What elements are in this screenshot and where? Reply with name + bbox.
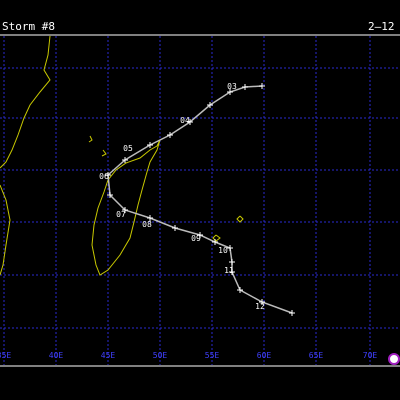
track-tick bbox=[237, 287, 243, 293]
day-label: 04 bbox=[180, 116, 190, 125]
track-tick bbox=[259, 299, 265, 305]
day-label: 06 bbox=[99, 172, 109, 181]
track-tick bbox=[229, 259, 235, 265]
track-tick bbox=[212, 239, 218, 245]
longitude-label: 60E bbox=[257, 351, 272, 360]
longitude-label: 70E bbox=[363, 351, 378, 360]
track-tick bbox=[259, 83, 265, 89]
track-tick bbox=[147, 215, 153, 221]
day-label: 12 bbox=[255, 302, 265, 311]
day-label: 07 bbox=[116, 210, 126, 219]
track-tick bbox=[147, 142, 153, 148]
track-tick bbox=[289, 310, 295, 316]
track-tick bbox=[227, 245, 233, 251]
graticule bbox=[0, 36, 400, 365]
longitude-label: 40E bbox=[49, 351, 64, 360]
track-tick bbox=[197, 232, 203, 238]
logo bbox=[388, 353, 400, 365]
track-tick bbox=[107, 192, 113, 198]
track-tick bbox=[122, 157, 128, 163]
map-title: Storm #8 bbox=[2, 20, 55, 33]
coastlines bbox=[0, 35, 244, 276]
track-tick bbox=[187, 119, 193, 125]
track-labels: 03 04 05 06 07 08 09 10 11 12 bbox=[99, 82, 265, 311]
date-range: 2–12 J bbox=[368, 20, 400, 33]
track-tick bbox=[122, 207, 128, 213]
storm-track bbox=[105, 83, 295, 316]
day-label: 05 bbox=[123, 144, 133, 153]
day-label: 03 bbox=[227, 82, 237, 91]
track-tick bbox=[242, 84, 248, 90]
track-tick bbox=[172, 225, 178, 231]
longitude-label: 50E bbox=[153, 351, 168, 360]
longitude-label: 55E bbox=[205, 351, 220, 360]
day-label: 09 bbox=[191, 234, 201, 243]
track-tick bbox=[167, 132, 173, 138]
track-tick bbox=[207, 102, 213, 108]
track-tick bbox=[105, 172, 111, 178]
day-label: 11 bbox=[224, 266, 234, 275]
longitude-label: 45E bbox=[101, 351, 116, 360]
day-label: 10 bbox=[218, 246, 228, 255]
longitude-labels: 35E 40E 45E 50E 55E 60E 65E 70E bbox=[0, 351, 377, 360]
day-label: 08 bbox=[142, 220, 152, 229]
longitude-label: 65E bbox=[309, 351, 324, 360]
track-tick bbox=[229, 269, 235, 275]
longitude-label: 35E bbox=[0, 351, 11, 360]
track-tick bbox=[227, 89, 233, 95]
